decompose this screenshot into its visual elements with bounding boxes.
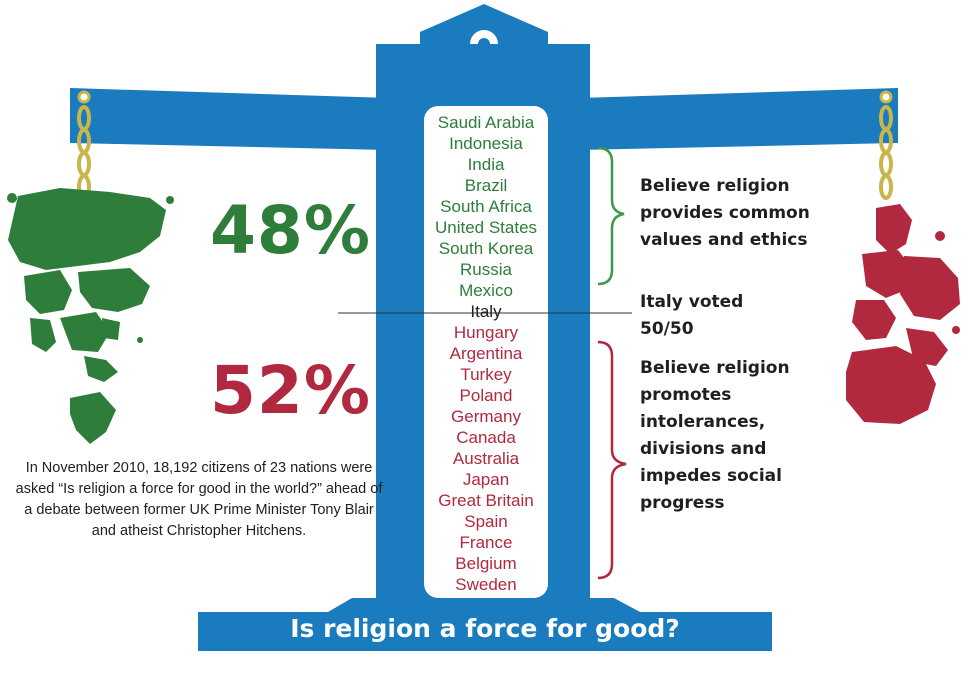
label-good-line: Believe religion [640,176,790,196]
world-map-red-icon [846,204,960,424]
label-neutral: Italy voted 50/50 [640,289,743,343]
country-neutral: Italy [470,302,502,321]
country-bad: Germany [451,407,521,426]
country-bad: Spain [464,512,508,531]
label-bad-line: divisions and [640,439,767,459]
country-good: South Africa [440,197,532,216]
label-bad-line: promotes [640,385,732,405]
country-bad: Great Britain [438,491,534,510]
country-list: Saudi Arabia Indonesia India Brazil Sout… [424,112,548,595]
country-bad: Australia [452,449,520,468]
label-bad-line: progress [640,493,725,513]
country-bad: Canada [456,428,516,447]
percent-good: 48% [210,192,371,269]
label-bad-line: intolerances, [640,412,766,432]
label-neutral-line: 50/50 [640,319,694,339]
label-good: Believe religion provides common values … [640,173,810,254]
country-good: Indonesia [449,134,523,153]
country-bad: Hungary [453,323,519,342]
country-bad: Belgium [455,554,517,573]
country-bad: Poland [459,386,513,405]
country-good: South Korea [438,239,534,258]
percent-bad: 52% [210,352,371,429]
country-good: Russia [460,260,512,279]
page-title: Is religion a force for good? [290,614,680,643]
country-bad: Argentina [449,344,523,363]
bracket-good [597,146,625,286]
country-bad: Sweden [455,575,517,594]
country-bad: Japan [462,470,510,489]
country-bad: France [459,533,513,552]
label-good-line: provides common [640,203,810,223]
bracket-bad [597,340,627,580]
label-bad-line: impedes social [640,466,782,486]
world-map-green-icon [7,188,174,444]
intro-text: In November 2010, 18,192 citizens of 23 … [15,460,383,539]
balance-scale-icon [70,4,898,651]
label-neutral-line: Italy voted [640,292,744,312]
label-bad: Believe religion promotes intolerances, … [640,355,790,517]
label-bad-line: Believe religion [640,358,790,378]
country-good: Saudi Arabia [437,113,535,132]
country-bad: Turkey [460,365,512,384]
country-good: Mexico [459,281,513,300]
country-good: Brazil [464,176,508,195]
label-good-line: values and ethics [640,230,808,250]
country-good: India [467,155,505,174]
country-good: United States [434,218,538,237]
